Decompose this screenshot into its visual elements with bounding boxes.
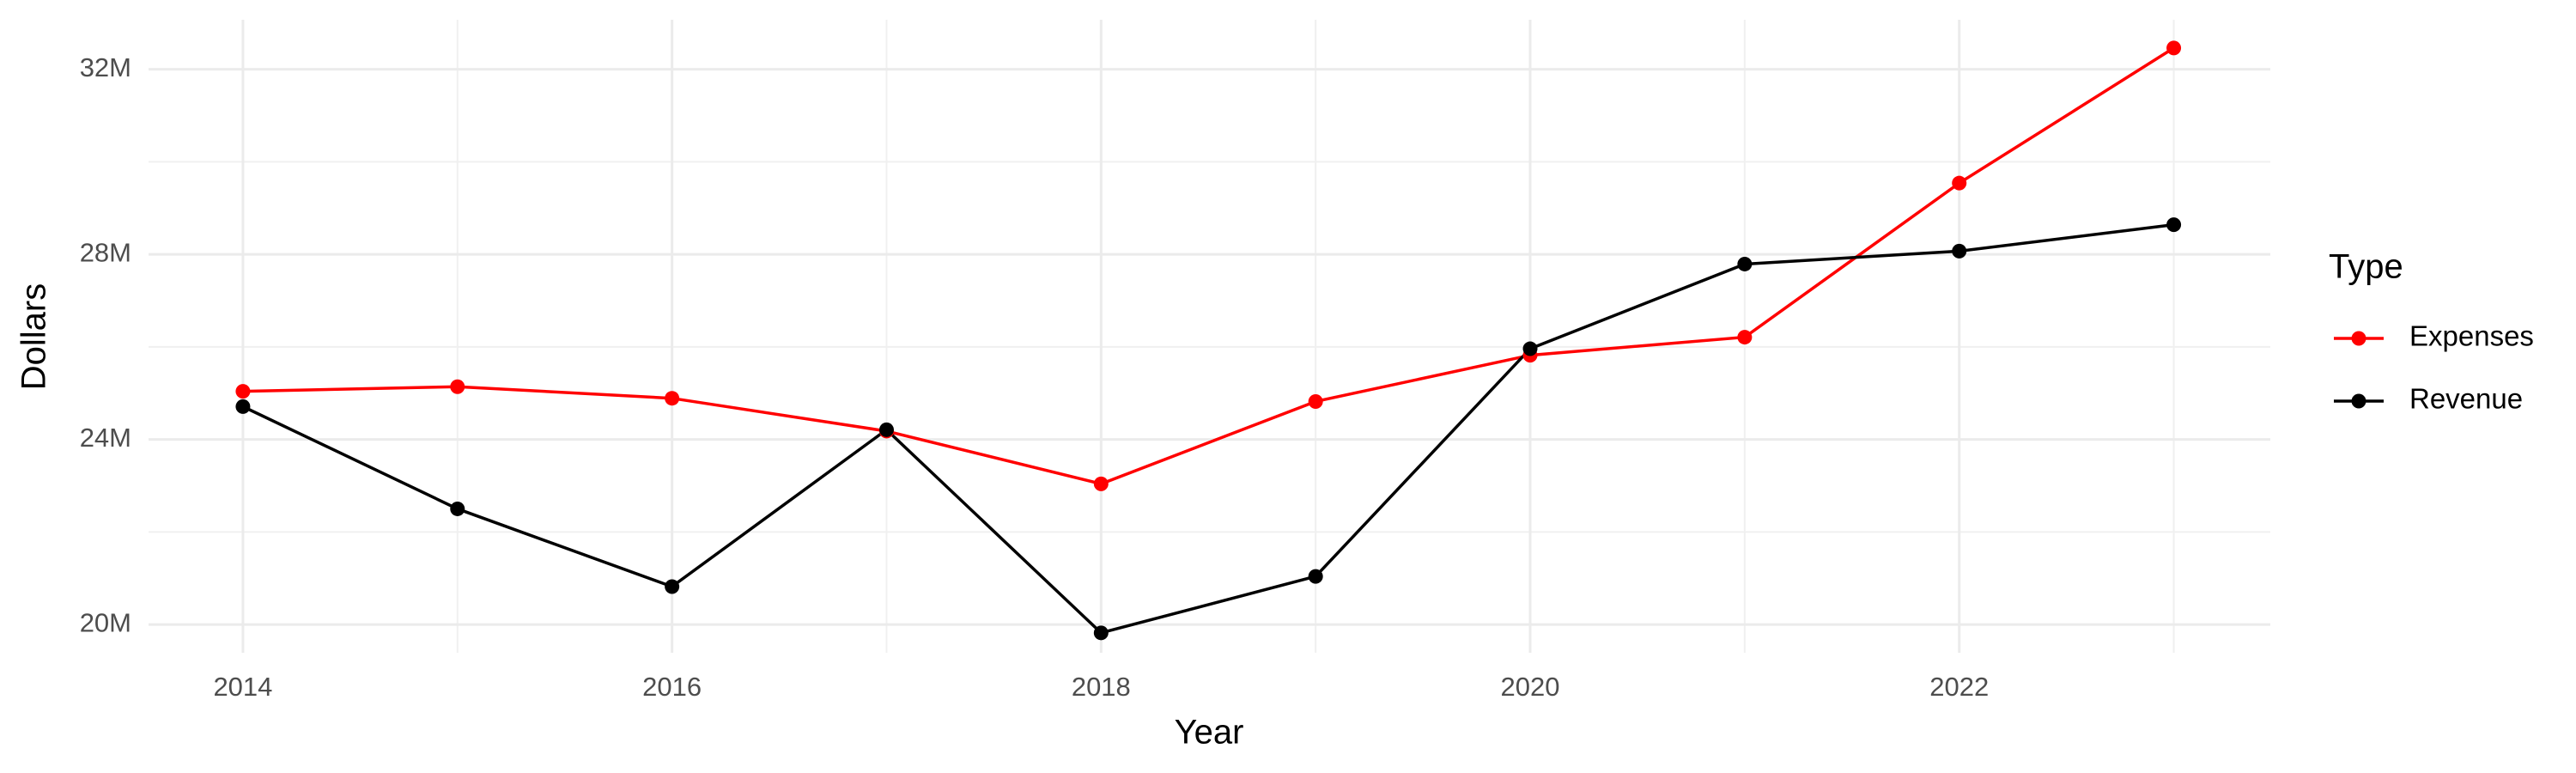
legend-label: Revenue bbox=[2409, 383, 2523, 415]
y-tick-label: 32M bbox=[80, 52, 131, 82]
legend-key-point bbox=[2351, 393, 2366, 409]
y-tick-label: 28M bbox=[80, 237, 131, 267]
data-point bbox=[878, 422, 894, 437]
data-point bbox=[235, 399, 251, 414]
data-point bbox=[1737, 256, 1753, 271]
x-axis-title: Year bbox=[1175, 714, 1244, 752]
x-tick-label: 2014 bbox=[213, 672, 272, 702]
data-point bbox=[2166, 217, 2182, 233]
data-point bbox=[450, 379, 465, 394]
legend-title: Type bbox=[2329, 248, 2403, 286]
data-point bbox=[1093, 476, 1109, 491]
data-point bbox=[665, 391, 680, 406]
data-point bbox=[235, 384, 251, 399]
data-point bbox=[1308, 569, 1323, 584]
y-tick-label: 20M bbox=[80, 607, 131, 637]
x-tick-label: 2018 bbox=[1072, 672, 1131, 702]
x-tick-label: 2022 bbox=[1929, 672, 1989, 702]
series-line bbox=[242, 46, 2175, 486]
y-tick-label: 24M bbox=[80, 423, 131, 453]
series-line bbox=[242, 222, 2174, 635]
data-point bbox=[1093, 625, 1109, 641]
legend-key-point bbox=[2351, 331, 2366, 346]
data-point bbox=[1522, 341, 1538, 356]
x-tick-label: 2020 bbox=[1501, 672, 1560, 702]
data-point bbox=[1952, 243, 1967, 259]
x-tick-label: 2016 bbox=[642, 672, 702, 702]
data-point bbox=[450, 501, 465, 516]
data-point bbox=[665, 579, 680, 594]
legend-label: Expenses bbox=[2409, 320, 2534, 352]
data-point bbox=[1308, 393, 1323, 409]
data-point bbox=[1737, 330, 1753, 345]
data-point bbox=[2166, 40, 2182, 56]
y-axis-title: Dollars bbox=[15, 283, 53, 390]
data-point bbox=[1952, 175, 1967, 191]
